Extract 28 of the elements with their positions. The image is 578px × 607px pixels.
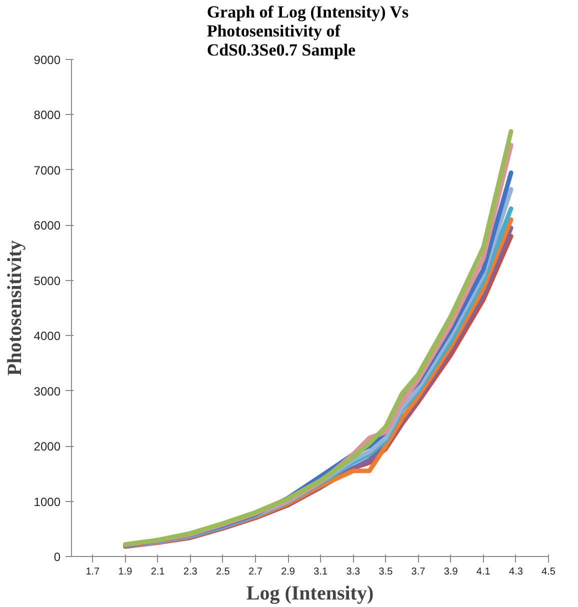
y-tick-label: 3000	[34, 384, 61, 398]
x-tick-label: 1.9	[118, 566, 133, 578]
x-tick-label: 2.7	[248, 566, 263, 578]
x-tick-label: 4.1	[476, 566, 491, 578]
y-tick-label: 6000	[34, 218, 61, 233]
x-tick-label: 2.1	[150, 566, 166, 578]
y-tick-label: 0	[54, 550, 61, 564]
x-tick-label: 3.3	[346, 566, 361, 578]
y-tick-label: 8000	[34, 108, 61, 122]
x-tick-label: 4.3	[508, 566, 524, 578]
x-axis-title: Log (Intensity)	[246, 582, 374, 604]
x-tick-label: 3.1	[314, 566, 328, 578]
x-tick-label: 3.9	[444, 566, 458, 578]
y-tick-label: 7000	[34, 163, 61, 178]
x-tick-label: 2.5	[216, 566, 230, 578]
x-tick-label: 1.7	[86, 566, 100, 578]
y-tick-label: 9000	[34, 53, 61, 67]
x-tick-label: 2.9	[281, 566, 296, 578]
x-tick-label: 3.5	[378, 566, 394, 578]
y-tick-label: 2000	[34, 440, 61, 454]
y-tick-label: 4000	[34, 329, 61, 344]
y-tick-label: 5000	[34, 274, 61, 288]
x-tick-label: 3.7	[411, 566, 426, 578]
y-axis-title: Photosensitivity	[4, 240, 26, 376]
chart-title: Graph of Log (Intensity) Vs Photosensitivity of CdS0.3Se0.7 Sample	[206, 2, 410, 60]
y-tick-label: 1000	[34, 494, 61, 509]
x-tick-label: 4.5	[542, 566, 556, 578]
x-tick-label: 2.3	[183, 566, 198, 578]
